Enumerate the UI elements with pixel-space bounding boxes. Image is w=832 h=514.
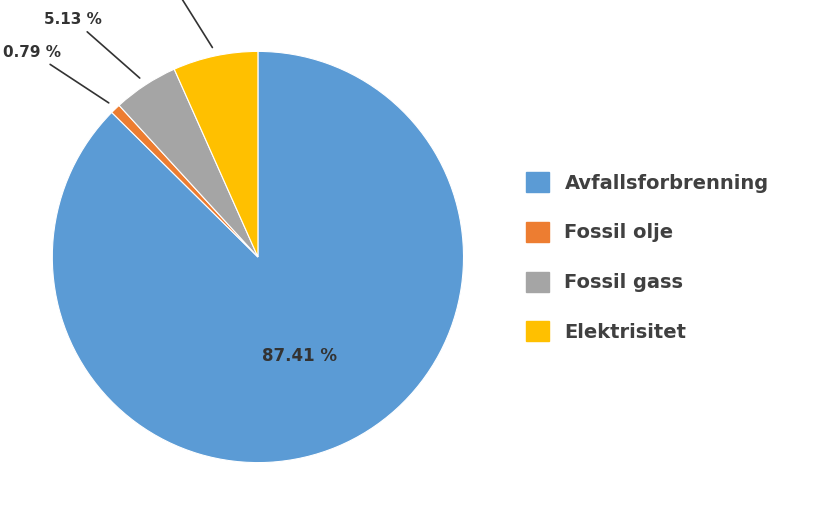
Text: 5.13 %: 5.13 % bbox=[44, 12, 140, 78]
Text: 6.67 %: 6.67 % bbox=[141, 0, 212, 47]
Wedge shape bbox=[119, 69, 258, 257]
Wedge shape bbox=[52, 51, 463, 463]
Wedge shape bbox=[174, 51, 258, 257]
Text: 87.41 %: 87.41 % bbox=[261, 346, 337, 364]
Text: 0.79 %: 0.79 % bbox=[3, 45, 109, 103]
Legend: Avfallsforbrenning, Fossil olje, Fossil gass, Elektrisitet: Avfallsforbrenning, Fossil olje, Fossil … bbox=[526, 172, 769, 342]
Wedge shape bbox=[111, 105, 258, 257]
